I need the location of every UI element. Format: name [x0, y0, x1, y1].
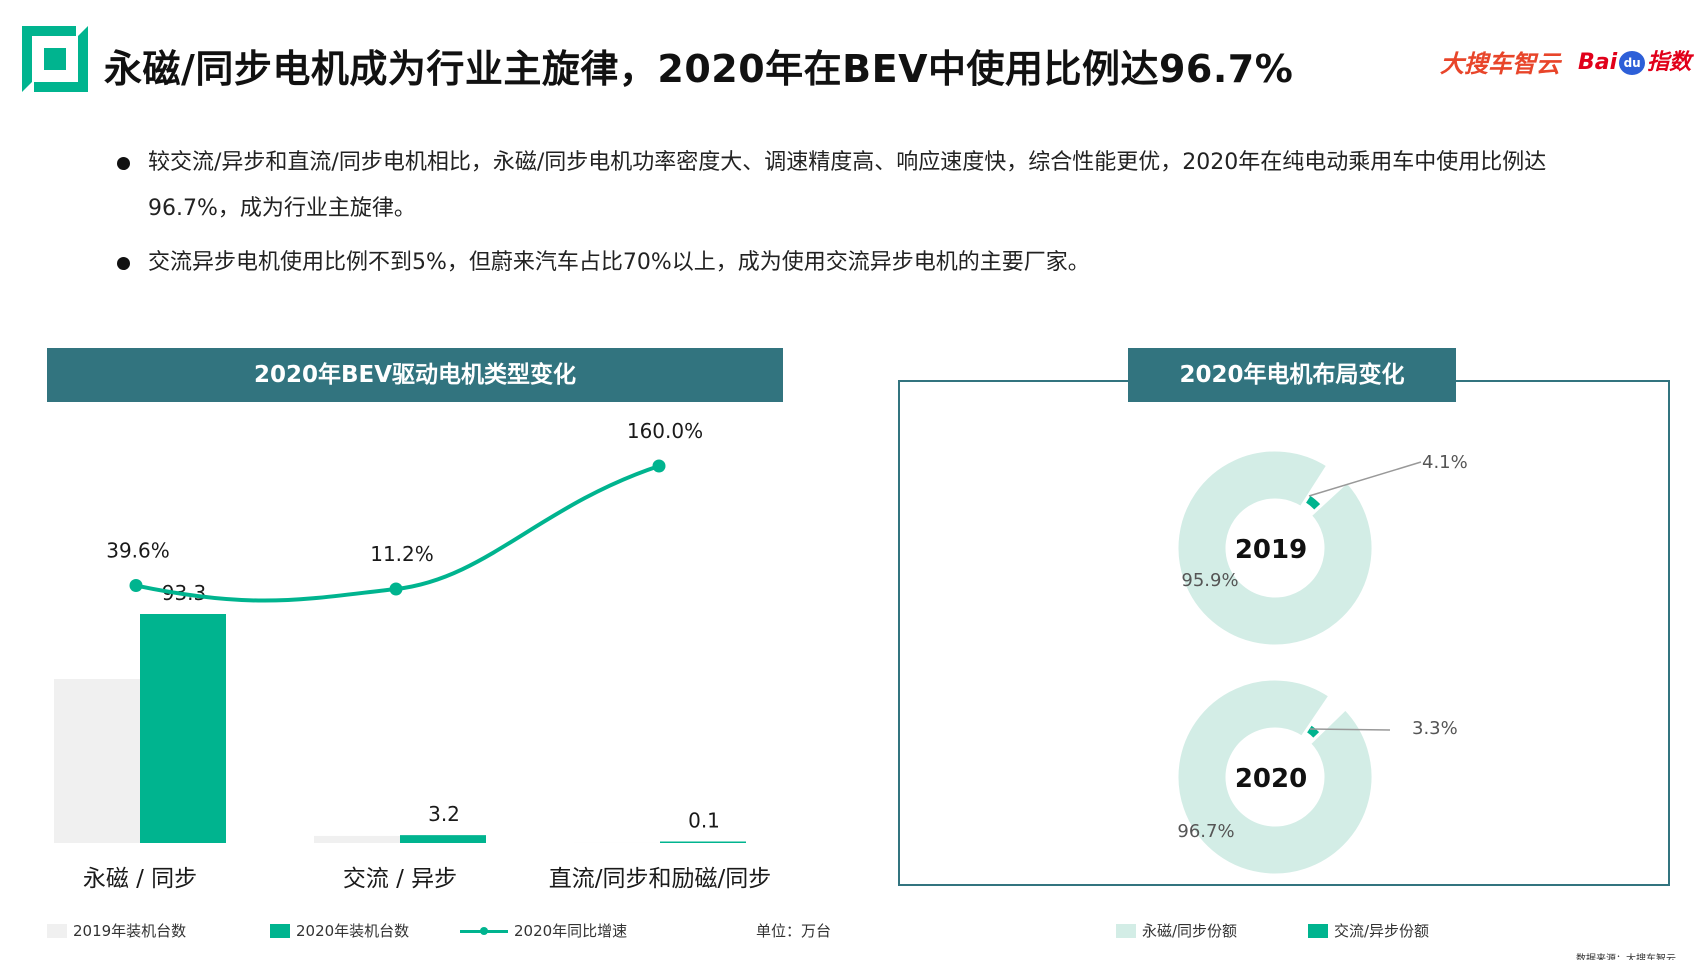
page-title: 永磁/同步电机成为行业主旋律，2020年在BEV中使用比例达96.7%: [104, 47, 1294, 91]
bar-2020: [400, 835, 486, 843]
legend-label-ac: 交流/异步份额: [1334, 922, 1430, 940]
legend-growth: 2020年同比增速: [460, 920, 627, 941]
donut-slice-pm: [1175, 677, 1375, 877]
growth-value-label: 11.2%: [370, 542, 434, 566]
donut-slice-ac: [1304, 722, 1322, 741]
legend-swatch-ac: [1308, 923, 1328, 938]
growth-point: [652, 459, 666, 473]
category-label: 交流 / 异步: [343, 866, 457, 892]
legend-line-icon: [460, 924, 508, 938]
legend-2020: 2020年装机台数: [270, 920, 409, 941]
category-label: 直流/同步和励磁/同步: [549, 866, 772, 892]
legend-label-growth: 2020年同比增速: [514, 922, 628, 940]
unit-note: 单位：万台: [756, 920, 831, 941]
donut-year-label: 2019: [1235, 535, 1307, 565]
donut-ac-value-label: 4.1%: [1422, 452, 1468, 473]
growth-line: [135, 464, 660, 603]
unit-label: 单位：万台: [756, 922, 832, 940]
legend-label-2020: 2020年装机台数: [296, 922, 410, 940]
growth-value-label: 160.0%: [627, 419, 703, 443]
brand-logo-baidu-index: Bai du 指数: [1578, 44, 1691, 88]
category-label: 永磁 / 同步: [83, 866, 197, 892]
donut-slice-pm: [1175, 448, 1375, 648]
legend-2019: 2019年装机台数: [47, 920, 186, 941]
brand-logo-dasouche: 大搜车智云: [1440, 50, 1560, 78]
donut-leader-line: [1308, 461, 1422, 497]
donut-pm-value-label: 96.7%: [1177, 821, 1234, 842]
legend-swatch-pm: [1116, 923, 1136, 938]
bullet-dot-icon: [117, 157, 130, 170]
legend-swatch-2020: [270, 923, 290, 938]
bullet-text: 较交流/异步和直流/同步电机相比，永磁/同步电机功率密度大、调速精度高、响应速度…: [148, 150, 1547, 221]
legend-ac-share: 交流/异步份额: [1308, 920, 1429, 941]
bar-2020-value-label: 3.2: [428, 802, 460, 826]
bullet-item: 较交流/异步和直流/同步电机相比，永磁/同步电机功率密度大、调速精度高、响应速度…: [112, 140, 1592, 232]
donut-year-label: 2020: [1235, 764, 1307, 794]
donut-ac-value-label: 3.3%: [1412, 718, 1458, 739]
legend-pm-share: 永磁/同步份额: [1116, 920, 1237, 941]
legend-swatch-2019: [47, 923, 67, 938]
growth-point: [389, 582, 403, 596]
brand-b-left: Bai: [1578, 50, 1618, 75]
bullet-item: 交流异步电机使用比例不到5%，但蔚来汽车占比70%以上，成为使用交流异步电机的主…: [112, 240, 1592, 286]
growth-point: [129, 579, 143, 593]
legend-label-2019: 2019年装机台数: [73, 922, 187, 940]
brand-b-right: 指数: [1647, 50, 1692, 75]
bar-2020-value-label: 0.1: [688, 809, 720, 833]
baidu-paw-icon: du: [1619, 51, 1646, 75]
bar-2019: [314, 835, 400, 843]
donut-slice-ac: [1303, 493, 1323, 513]
left-chart-title: 2020年BEV驱动电机类型变化: [47, 348, 783, 402]
growth-value-label: 39.6%: [106, 539, 170, 563]
motor-type-bar-chart: 93.3永磁 / 同步3.2交流 / 异步0.1直流/同步和励磁/同步39.6%…: [54, 419, 772, 892]
data-source-note: 数据来源：大搜车智云: [1576, 954, 1676, 960]
donut-leader-line: [1309, 728, 1391, 731]
company-logo-icon: [22, 26, 88, 92]
bar-2019: [54, 679, 140, 843]
bullet-text: 交流异步电机使用比例不到5%，但蔚来汽车占比70%以上，成为使用交流异步电机的主…: [148, 250, 1090, 275]
summary-bullets: 较交流/异步和直流/同步电机相比，永磁/同步电机功率密度大、调速精度高、响应速度…: [112, 140, 1592, 294]
bar-2020: [660, 841, 746, 843]
bullet-dot-icon: [117, 257, 130, 270]
right-chart-title: 2020年电机布局变化: [1128, 348, 1456, 402]
legend-label-pm: 永磁/同步份额: [1142, 922, 1238, 940]
bar-2020: [140, 614, 226, 843]
motor-share-donut-charts: 2019 4.1% 95.9% 2020 3.3% 96.7%: [1175, 448, 1468, 877]
donut-pm-value-label: 95.9%: [1181, 570, 1238, 591]
